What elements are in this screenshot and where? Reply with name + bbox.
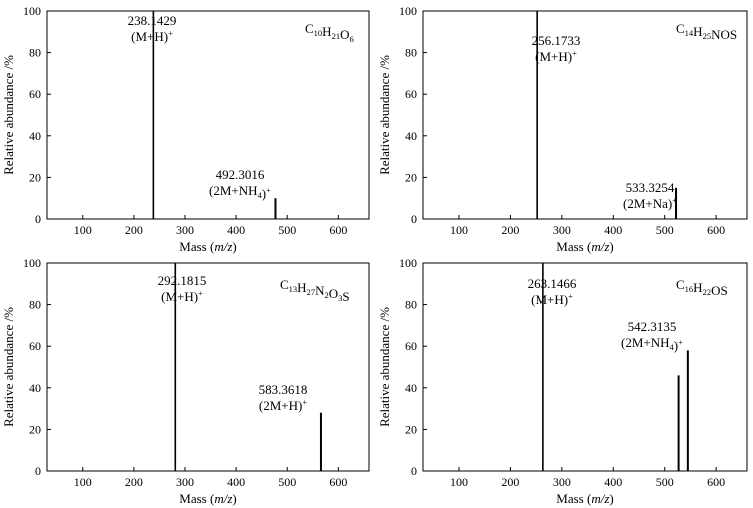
x-tick-label: 500 <box>656 475 674 489</box>
x-tick-label: 400 <box>227 223 245 237</box>
y-axis-title: Relative abundance /% <box>377 307 392 427</box>
x-axis-title: Mass (m/z) <box>179 491 236 506</box>
x-tick-label: 600 <box>329 223 347 237</box>
spectrum-panel-4: 100 200 300 400 500 600 0 20 40 60 80 100 Mass (m/z)… <box>377 256 748 506</box>
plot-frame <box>422 10 748 220</box>
y-tick-label: 60 <box>29 339 41 353</box>
x-axis-title: Mass (m/z) <box>556 491 613 506</box>
x-tick-label: 200 <box>125 475 143 489</box>
y-tick-label: 80 <box>405 46 417 60</box>
x-tick-label: 400 <box>604 223 622 237</box>
y-tick-label: 0 <box>411 464 417 478</box>
y-tick-label: 100 <box>23 256 41 270</box>
y-tick-label: 0 <box>35 212 41 226</box>
peak-annotation: 583.3618(2M+H)+ <box>259 382 308 413</box>
x-tick-label: 200 <box>501 223 519 237</box>
y-tick-label: 40 <box>405 129 417 143</box>
x-tick-label: 100 <box>74 475 92 489</box>
y-tick-label: 40 <box>405 381 417 395</box>
peak-annotation: 492.3016(2M+NH4)+ <box>209 167 271 201</box>
x-tick-label: 400 <box>227 475 245 489</box>
peak-ion-label: (M+H)+ <box>161 288 203 304</box>
peak-mz-label: 583.3618 <box>259 382 308 397</box>
molecular-formula: C16H22OS <box>676 277 728 298</box>
peak-mz-label: 263.1466 <box>528 276 577 291</box>
x-tick-label: 200 <box>125 223 143 237</box>
peak-annotation: 542.3135(2M+NH4)+ <box>621 319 683 353</box>
plot-frame <box>46 10 370 220</box>
x-tick-label: 300 <box>176 475 194 489</box>
x-tick-label: 200 <box>501 475 519 489</box>
y-tick-label: 80 <box>405 298 417 312</box>
y-tick-label: 100 <box>23 4 41 18</box>
y-tick-label: 40 <box>29 129 41 143</box>
x-tick-label: 500 <box>278 223 296 237</box>
y-tick-label: 100 <box>399 256 417 270</box>
y-tick-label: 80 <box>29 298 41 312</box>
peak-ion-label: (M+H)+ <box>535 48 577 64</box>
peak-mz-label: 292.1815 <box>158 273 207 288</box>
peak-annotation: 256.1733(M+H)+ <box>532 33 581 64</box>
x-tick-label: 500 <box>656 223 674 237</box>
peak-mz-label: 256.1733 <box>532 33 581 48</box>
y-tick-label: 20 <box>405 170 417 184</box>
y-tick-label: 60 <box>405 87 417 101</box>
peak-annotation: 533.3254(2M+Na)+ <box>623 180 677 211</box>
y-axis-title: Relative abundance /% <box>377 55 392 175</box>
plot-frame <box>46 262 370 472</box>
x-tick-label: 300 <box>553 223 571 237</box>
y-tick-label: 20 <box>29 422 41 436</box>
x-tick-label: 400 <box>604 475 622 489</box>
peak-mz-label: 238.1429 <box>128 13 177 28</box>
y-axis-title: Relative abundance /% <box>1 307 16 427</box>
x-tick-label: 600 <box>329 475 347 489</box>
y-tick-label: 0 <box>35 464 41 478</box>
y-tick-label: 60 <box>29 87 41 101</box>
y-tick-label: 40 <box>29 381 41 395</box>
y-tick-label: 80 <box>29 46 41 60</box>
peak-ion-label: (M+H)+ <box>131 28 173 44</box>
peak-mz-label: 533.3254 <box>626 180 675 195</box>
spectrum-panel-2: 100 200 300 400 500 600 0 20 40 60 80 100 Mass (m/z)… <box>377 4 748 254</box>
peak-mz-label: 492.3016 <box>216 167 265 182</box>
molecular-formula: C13H27N2O3S <box>280 277 350 304</box>
spectrum-panel-1: 100 200 300 400 500 600 0 20 40 60 80 100 Mass (m/z)… <box>1 4 370 254</box>
y-axis-title: Relative abundance /% <box>1 55 16 175</box>
peak-ion-label: (M+H)+ <box>531 291 573 307</box>
y-tick-label: 60 <box>405 339 417 353</box>
peak-mz-label: 542.3135 <box>628 319 677 334</box>
y-tick-label: 20 <box>29 170 41 184</box>
x-tick-label: 600 <box>707 223 725 237</box>
x-axis-title: Mass (m/z) <box>556 239 613 254</box>
x-tick-label: 100 <box>450 475 468 489</box>
x-tick-label: 600 <box>707 475 725 489</box>
peak-ion-label: (2M+NH4)+ <box>209 183 271 201</box>
y-tick-label: 20 <box>405 422 417 436</box>
molecular-formula: C10H21O6 <box>305 21 354 44</box>
peak-annotation: 263.1466(M+H)+ <box>528 276 577 307</box>
x-tick-label: 100 <box>450 223 468 237</box>
peak-ion-label: (2M+NH4)+ <box>621 335 683 353</box>
spectrum-panel-3: 100 200 300 400 500 600 0 20 40 60 80 100 Mass (m/z)… <box>1 256 370 506</box>
plot-frame <box>422 262 748 472</box>
x-tick-label: 300 <box>553 475 571 489</box>
peak-ion-label: (2M+Na)+ <box>623 195 677 211</box>
peak-ion-label: (2M+H)+ <box>259 397 307 413</box>
peak-annotation: 238.1429(M+H)+ <box>128 13 177 44</box>
x-tick-label: 100 <box>74 223 92 237</box>
x-tick-label: 300 <box>176 223 194 237</box>
x-axis-title: Mass (m/z) <box>179 239 236 254</box>
y-tick-label: 0 <box>411 212 417 226</box>
x-tick-label: 500 <box>278 475 296 489</box>
y-tick-label: 100 <box>399 4 417 18</box>
peak-annotation: 292.1815(M+H)+ <box>158 273 207 304</box>
molecular-formula: C14H25NOS <box>676 21 737 42</box>
